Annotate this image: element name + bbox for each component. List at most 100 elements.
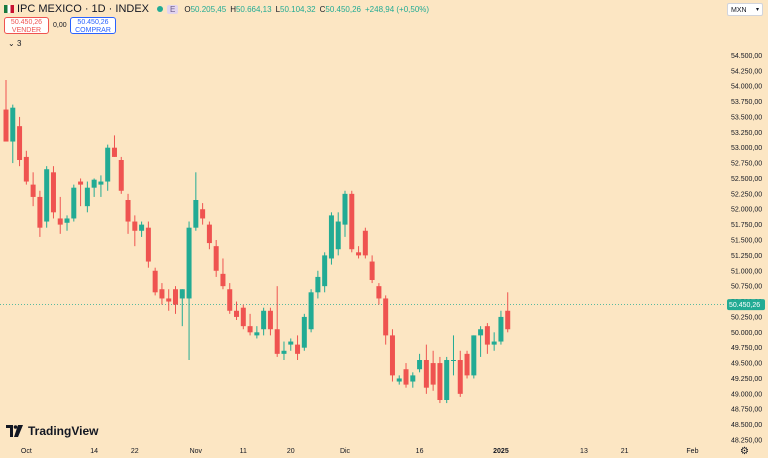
candle[interactable] <box>17 116 23 167</box>
candle[interactable] <box>139 221 145 237</box>
candle[interactable] <box>125 193 131 234</box>
candle[interactable] <box>498 310 504 345</box>
candle[interactable] <box>44 166 50 228</box>
candle[interactable] <box>111 135 117 157</box>
candle[interactable] <box>37 190 43 237</box>
candle[interactable] <box>64 215 70 231</box>
candle[interactable] <box>389 329 395 382</box>
candle[interactable] <box>295 335 301 360</box>
candle[interactable] <box>288 338 294 351</box>
candle[interactable] <box>261 307 267 336</box>
candle[interactable] <box>308 289 314 333</box>
candle[interactable] <box>23 150 29 185</box>
candle-body <box>173 289 178 305</box>
candle[interactable] <box>240 304 246 330</box>
candle-body <box>328 215 334 259</box>
candle[interactable] <box>335 212 341 256</box>
candle[interactable] <box>213 240 219 277</box>
candle[interactable] <box>376 283 382 305</box>
candle[interactable] <box>369 255 375 284</box>
candle[interactable] <box>84 181 90 213</box>
x-tick-label: Nov <box>190 448 203 455</box>
symbol-title[interactable]: IPC MEXICO · 1D · INDEX <box>17 3 150 15</box>
candle[interactable] <box>166 289 172 311</box>
candle[interactable] <box>179 289 185 327</box>
candle[interactable] <box>491 332 497 351</box>
candle[interactable] <box>356 246 362 259</box>
indicators-toggle[interactable]: ⌄ 3 <box>8 39 21 48</box>
candle[interactable] <box>247 313 253 336</box>
candle[interactable] <box>132 215 138 247</box>
candle[interactable] <box>105 144 111 191</box>
last-price-badge <box>727 299 765 311</box>
candle[interactable] <box>349 190 355 253</box>
candle[interactable] <box>30 172 36 207</box>
chevron-down-icon: ⌄ <box>8 39 15 48</box>
candle-body <box>505 310 511 330</box>
candle[interactable] <box>267 307 273 336</box>
candle[interactable] <box>206 221 212 250</box>
ohlc-low: L50.104,32 <box>275 4 316 14</box>
candle[interactable] <box>484 323 490 354</box>
candle[interactable] <box>423 344 429 394</box>
y-tick-label: 48.250,00 <box>731 438 762 445</box>
gear-icon[interactable]: ⚙ <box>740 446 749 457</box>
candle[interactable] <box>450 335 456 376</box>
candle[interactable] <box>315 270 321 299</box>
candle[interactable] <box>3 80 9 142</box>
candle[interactable] <box>301 313 307 351</box>
candle[interactable] <box>383 295 389 345</box>
y-tick-label: 50.750,00 <box>731 284 762 291</box>
candle-body <box>308 292 314 330</box>
candle[interactable] <box>417 353 423 373</box>
candle[interactable] <box>227 283 233 314</box>
candle[interactable] <box>505 292 511 333</box>
y-tick-label: 54.000,00 <box>731 84 762 91</box>
candle[interactable] <box>234 301 240 320</box>
buy-button[interactable]: 50.450,26 COMPRAR <box>70 17 116 34</box>
candle[interactable] <box>91 178 97 197</box>
candle[interactable] <box>254 326 260 339</box>
candle-body <box>450 360 456 361</box>
candle[interactable] <box>396 375 402 385</box>
candle[interactable] <box>444 356 450 404</box>
candle[interactable] <box>437 356 443 404</box>
candle[interactable] <box>71 184 77 222</box>
candle[interactable] <box>159 283 165 305</box>
candle[interactable] <box>362 227 368 259</box>
candle[interactable] <box>145 221 151 268</box>
candle[interactable] <box>78 178 84 207</box>
candle-body <box>288 341 294 345</box>
candle[interactable] <box>322 252 328 293</box>
candle[interactable] <box>173 286 178 314</box>
candle[interactable] <box>57 196 63 234</box>
candle[interactable] <box>50 166 56 219</box>
candle-body <box>417 360 423 370</box>
candle[interactable] <box>430 350 436 391</box>
candle[interactable] <box>186 221 192 360</box>
candle[interactable] <box>118 156 124 194</box>
candle[interactable] <box>220 258 226 290</box>
candle[interactable] <box>152 267 158 296</box>
y-tick-label: 50.000,00 <box>731 330 762 337</box>
candle[interactable] <box>281 341 287 360</box>
tradingview-logo[interactable]: TradingView <box>6 424 98 438</box>
candle[interactable] <box>193 172 199 231</box>
candle[interactable] <box>342 190 348 237</box>
candle[interactable] <box>274 286 280 357</box>
candle[interactable] <box>478 326 484 357</box>
candle[interactable] <box>200 203 206 225</box>
candle[interactable] <box>471 335 477 379</box>
x-tick-label: 11 <box>240 448 247 455</box>
candle[interactable] <box>457 350 463 397</box>
currency-selector[interactable]: MXN ▾ <box>727 3 763 16</box>
sell-button[interactable]: 50.450,26 VENDER <box>4 17 49 34</box>
candle[interactable] <box>10 104 16 164</box>
candle[interactable] <box>403 363 409 388</box>
candle[interactable] <box>98 175 104 197</box>
candle[interactable] <box>410 372 416 388</box>
candle[interactable] <box>464 350 470 379</box>
candle-body <box>3 109 9 142</box>
candle[interactable] <box>328 212 334 265</box>
